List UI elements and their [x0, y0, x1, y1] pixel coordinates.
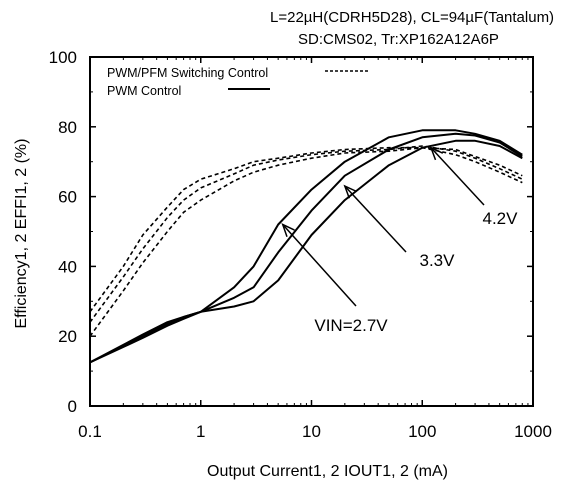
legend-label: PWM Control — [107, 84, 181, 98]
header-line-1: L=22µH(CDRH5D28), CL=94µF(Tantalum) — [270, 9, 555, 26]
annotation-arrow — [344, 185, 407, 253]
y-tick-label: 80 — [58, 118, 77, 137]
annotation-arrowhead — [281, 223, 295, 238]
y-tick-label: 60 — [58, 188, 77, 207]
y-tick-label: 20 — [58, 327, 77, 346]
series-line — [90, 146, 523, 337]
x-tick-label: 1 — [196, 422, 205, 441]
x-axis-label: Output Current1, 2 IOUT1, 2 (mA) — [207, 463, 448, 480]
series-line — [90, 139, 523, 364]
series-line — [90, 145, 523, 323]
annotation-label: VIN=2.7V — [314, 316, 388, 335]
annotation-arrow — [282, 224, 357, 307]
legend-label: PWM/PFM Switching Control — [107, 66, 268, 80]
annotation-label-bg — [303, 315, 399, 337]
y-tick-label: 100 — [49, 48, 77, 67]
annotation-label-bg — [479, 208, 521, 230]
x-tick-label: 0.1 — [78, 422, 102, 441]
y-tick-label: 40 — [58, 257, 77, 276]
annotation-arrowhead — [429, 146, 444, 161]
series-line — [90, 132, 523, 364]
y-axis-label: Efficiency1, 2 EFFI1, 2 (%) — [13, 139, 30, 329]
annotation-arrow — [430, 147, 485, 206]
header-line-2: SD:CMS02, Tr:XP162A12A6P — [298, 31, 499, 48]
x-tick-label: 1000 — [514, 422, 552, 441]
annotation-label-bg — [416, 250, 458, 272]
annotation-label: 4.2V — [483, 209, 519, 228]
y-tick-label: 0 — [68, 397, 77, 416]
annotation-label: 3.3V — [420, 251, 456, 270]
series-line — [90, 146, 523, 313]
annotation-arrowhead — [343, 184, 358, 199]
x-tick-label: 10 — [302, 422, 321, 441]
x-tick-label: 100 — [408, 422, 436, 441]
